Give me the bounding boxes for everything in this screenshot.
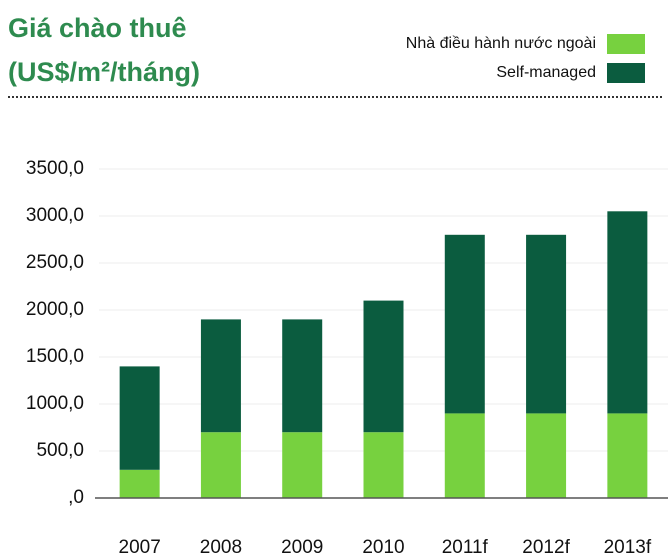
- y-tick-label: 500,0: [36, 440, 84, 461]
- x-tick-label: 2013f: [604, 537, 652, 558]
- bar: [119, 366, 160, 470]
- bar: [282, 319, 323, 433]
- chart-title: (US$/m²/tháng): [8, 57, 200, 87]
- x-tick-label: 2011f: [442, 537, 489, 558]
- y-tick-label: 1500,0: [26, 346, 84, 367]
- bar: [607, 211, 648, 414]
- bar: [282, 432, 323, 498]
- x-tick-label: 2010: [362, 537, 404, 558]
- legend-swatch: [607, 34, 645, 54]
- x-tick-label: 2007: [119, 537, 161, 558]
- bar: [444, 234, 485, 414]
- x-tick-label: 2009: [281, 537, 323, 558]
- legend-label: Self-managed: [496, 64, 596, 81]
- chart-title: Giá chào thuê: [8, 13, 187, 43]
- y-tick-label: 3000,0: [26, 205, 84, 226]
- legend-swatch: [607, 63, 645, 83]
- legend-label: Nhà điều hành nước ngoài: [406, 35, 596, 52]
- bar: [363, 300, 404, 433]
- y-tick-label: 2000,0: [26, 299, 84, 320]
- bar: [526, 234, 567, 414]
- y-tick-label: ,0: [68, 487, 84, 508]
- y-tick-label: 3500,0: [26, 158, 84, 179]
- bar: [526, 413, 567, 498]
- y-tick-label: 1000,0: [26, 393, 84, 414]
- x-tick-label: 2012f: [522, 537, 570, 558]
- bar: [200, 319, 241, 433]
- bar: [119, 469, 160, 498]
- bar: [200, 432, 241, 498]
- bar: [607, 413, 648, 498]
- y-tick-label: 2500,0: [26, 252, 84, 273]
- x-tick-label: 2008: [200, 537, 242, 558]
- bar: [363, 432, 404, 498]
- bar: [444, 413, 485, 498]
